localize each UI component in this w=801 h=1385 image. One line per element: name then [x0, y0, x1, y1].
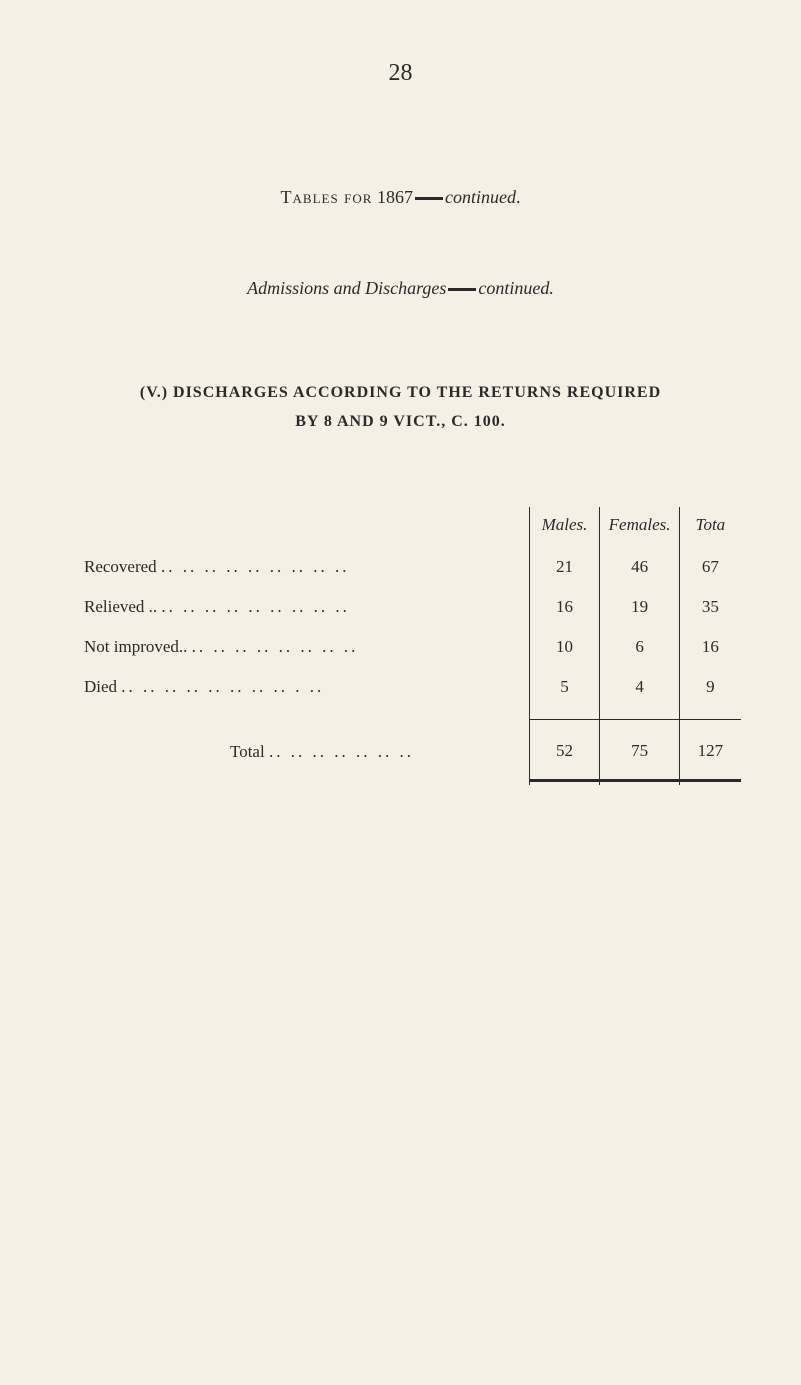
row-females: 4	[600, 667, 679, 707]
row-total: 16	[679, 627, 741, 667]
header-males: Males.	[529, 507, 600, 547]
title-period: .	[516, 187, 521, 207]
table-row: Not improved.. .. .. .. .. .. .. .. .. 1…	[80, 627, 741, 667]
title-year: 1867	[377, 187, 413, 207]
subtitle-prefix: Admissions and Discharges	[247, 278, 446, 298]
page-container: 28 Tables for 1867 continued. Admissions …	[0, 0, 801, 825]
row-dots: .. .. .. .. .. .. .. ..	[192, 637, 359, 656]
total-row: Total .. .. .. .. .. .. .. 52 75 127	[80, 723, 741, 781]
row-total: 9	[679, 667, 741, 707]
row-label-text: Relieved ..	[84, 597, 157, 616]
total-total: 127	[679, 723, 741, 781]
page-number-text: 28	[389, 60, 413, 86]
header-females: Females.	[600, 507, 679, 547]
section-line1: (V.) DISCHARGES ACCORDING TO THE RETURNS…	[80, 379, 721, 408]
divider-line-double	[679, 780, 741, 785]
discharge-table-container: Males. Females. Tota Recovered .. .. .. …	[80, 507, 741, 785]
table-row: Recovered .. .. .. .. .. .. .. .. .. 21 …	[80, 547, 741, 587]
subtitle-dash-icon	[448, 288, 476, 291]
title-continued: continued	[445, 187, 516, 207]
spacer-row	[80, 707, 741, 720]
page-number: 28	[60, 60, 741, 87]
row-label-text: Died	[84, 677, 117, 696]
subtitle-period: .	[549, 278, 554, 298]
row-total: 35	[679, 587, 741, 627]
header-total: Tota	[679, 507, 741, 547]
row-dots: .. .. .. .. .. .. .. .. ..	[161, 597, 350, 616]
section-heading: (V.) DISCHARGES ACCORDING TO THE RETURNS…	[60, 379, 741, 437]
main-title: Tables for 1867 continued.	[60, 187, 741, 208]
total-dots: .. .. .. .. .. .. ..	[269, 742, 414, 761]
section-line2: BY 8 AND 9 VICT., C. 100.	[80, 408, 721, 437]
subtitle-continued: continued	[478, 278, 549, 298]
table-row: Relieved .. .. .. .. .. .. .. .. .. .. 1…	[80, 587, 741, 627]
divider-line-double	[600, 780, 679, 785]
row-label: Relieved .. .. .. .. .. .. .. .. .. ..	[80, 587, 529, 627]
row-males: 16	[529, 587, 600, 627]
row-males: 5	[529, 667, 600, 707]
row-label: Recovered .. .. .. .. .. .. .. .. ..	[80, 547, 529, 587]
total-females: 75	[600, 723, 679, 781]
divider-line-double	[529, 780, 600, 785]
bottom-divider-row	[80, 780, 741, 785]
total-label-text: Total	[230, 742, 265, 761]
row-dots: .. .. .. .. .. .. .. .. ..	[161, 557, 350, 576]
table-row: Died .. .. .. .. .. .. .. .. . .. 5 4 9	[80, 667, 741, 707]
total-label: Total .. .. .. .. .. .. ..	[80, 723, 529, 781]
row-females: 19	[600, 587, 679, 627]
row-label-text: Not improved..	[84, 637, 187, 656]
total-males: 52	[529, 723, 600, 781]
subtitle: Admissions and Discharges continued.	[60, 278, 741, 299]
discharge-table: Males. Females. Tota Recovered .. .. .. …	[80, 507, 741, 785]
row-males: 21	[529, 547, 600, 587]
row-label: Not improved.. .. .. .. .. .. .. .. ..	[80, 627, 529, 667]
table-header-row: Males. Females. Tota	[80, 507, 741, 547]
row-females: 6	[600, 627, 679, 667]
row-label-text: Recovered	[84, 557, 157, 576]
header-blank	[80, 507, 529, 547]
row-dots: .. .. .. .. .. .. .. .. . ..	[121, 677, 324, 696]
title-dash-icon	[415, 197, 443, 200]
row-total: 67	[679, 547, 741, 587]
title-caps: Tables for	[281, 187, 373, 207]
row-label: Died .. .. .. .. .. .. .. .. . ..	[80, 667, 529, 707]
row-females: 46	[600, 547, 679, 587]
row-males: 10	[529, 627, 600, 667]
